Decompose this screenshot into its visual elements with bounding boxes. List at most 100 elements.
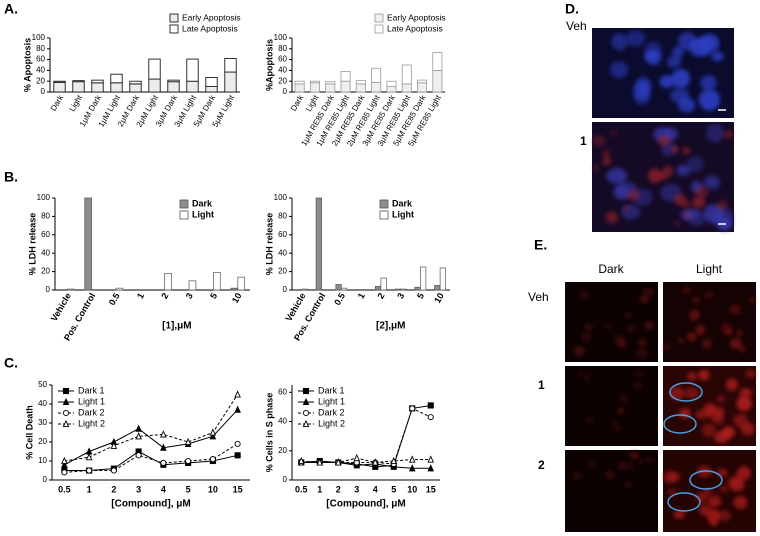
bar-segment bbox=[401, 64, 412, 85]
y-axis-label: % LDH release bbox=[27, 213, 37, 276]
cell bbox=[602, 150, 610, 158]
x-tick-label: 1 bbox=[135, 291, 146, 300]
point bbox=[110, 467, 117, 474]
bar-segment bbox=[224, 71, 237, 93]
x-axis-label: [2],μM bbox=[376, 321, 405, 332]
point bbox=[209, 428, 217, 436]
x-tick-label: 1 bbox=[87, 484, 92, 494]
cell bbox=[638, 459, 645, 465]
cell bbox=[605, 323, 612, 329]
cell bbox=[624, 481, 633, 489]
cell bbox=[701, 423, 717, 437]
cell bbox=[606, 168, 628, 184]
y-tick-label: 100 bbox=[274, 33, 288, 42]
y-tick-label: 0 bbox=[46, 285, 51, 294]
row-label: 1 bbox=[538, 378, 545, 392]
point bbox=[160, 430, 167, 438]
x-tick-label: 3 bbox=[184, 291, 195, 300]
bar-segment bbox=[110, 73, 123, 84]
bar-segment bbox=[355, 83, 366, 93]
cell bbox=[623, 205, 630, 213]
cell bbox=[617, 339, 628, 348]
y-tick-label: 50 bbox=[38, 380, 47, 389]
cell bbox=[740, 422, 755, 436]
micrograph bbox=[565, 366, 658, 446]
cell bbox=[625, 30, 646, 47]
cell bbox=[695, 492, 708, 503]
cell bbox=[700, 75, 717, 91]
y-tick-label: 40 bbox=[278, 66, 287, 75]
y-tick-label: 40 bbox=[278, 417, 287, 426]
bar-segment bbox=[53, 81, 66, 93]
cell bbox=[706, 508, 720, 523]
point bbox=[110, 441, 118, 449]
bar-segment bbox=[325, 83, 336, 93]
y-tick-label: 20 bbox=[41, 267, 50, 276]
line bbox=[301, 457, 431, 463]
cell bbox=[733, 495, 748, 510]
x-tick-label: 2 bbox=[336, 484, 341, 494]
cell bbox=[695, 324, 706, 336]
cell bbox=[684, 387, 700, 399]
bar-segment bbox=[371, 81, 382, 93]
bar bbox=[230, 287, 239, 291]
y-tick-label: 20 bbox=[278, 446, 287, 455]
bar-segment bbox=[417, 82, 428, 93]
legend-label: Dark bbox=[192, 198, 213, 208]
bar-segment bbox=[148, 58, 161, 80]
x-tick-label: 0.5 bbox=[58, 484, 71, 494]
cell bbox=[631, 451, 641, 459]
legend-swatch bbox=[169, 13, 179, 23]
x-axis-label: [Compound], μM bbox=[111, 499, 190, 510]
bar-segment bbox=[167, 81, 180, 93]
cell bbox=[676, 164, 691, 176]
legend-label: Dark bbox=[392, 198, 413, 208]
cell bbox=[663, 343, 670, 350]
cell bbox=[626, 189, 640, 201]
micrographs bbox=[565, 28, 756, 532]
y-tick-label: 40 bbox=[41, 248, 50, 257]
y-tick-label: 60 bbox=[278, 55, 287, 64]
y-tick-label: 60 bbox=[278, 230, 287, 239]
panel-label: D. bbox=[565, 1, 579, 17]
cell bbox=[694, 186, 709, 199]
bar-segment bbox=[110, 82, 123, 93]
cell bbox=[580, 332, 592, 342]
x-axis-label: [1],μM bbox=[162, 321, 191, 332]
x-tick-label: 15 bbox=[233, 484, 243, 494]
bar-segment bbox=[91, 79, 104, 84]
x-tick-label: 1 bbox=[317, 484, 322, 494]
legend-label: Light bbox=[192, 209, 214, 219]
cell bbox=[672, 46, 685, 58]
point bbox=[234, 452, 241, 459]
cell bbox=[604, 470, 615, 480]
point bbox=[408, 464, 416, 472]
point bbox=[184, 437, 192, 446]
cell bbox=[711, 51, 724, 62]
y-axis-label: % Apoptosis bbox=[22, 38, 32, 92]
cell bbox=[666, 55, 682, 68]
point bbox=[209, 456, 216, 463]
cell bbox=[739, 388, 753, 398]
bar bbox=[84, 197, 92, 291]
y-tick-label: 20 bbox=[278, 76, 287, 85]
cell bbox=[634, 91, 651, 105]
cell bbox=[701, 338, 712, 349]
legend-label: Light 2 bbox=[318, 418, 345, 428]
cell bbox=[674, 220, 681, 226]
panel-label: B. bbox=[4, 169, 18, 185]
bar bbox=[434, 285, 441, 291]
legend-label: Early Apoptosis bbox=[387, 12, 446, 22]
point bbox=[334, 458, 342, 466]
y-tick-label: 60 bbox=[41, 230, 50, 239]
cell bbox=[706, 123, 725, 143]
bar bbox=[315, 197, 322, 291]
y-tick-label: 0 bbox=[43, 475, 48, 484]
bar-segment bbox=[148, 78, 161, 93]
cell bbox=[713, 430, 729, 444]
legend-marker bbox=[62, 419, 70, 428]
row-label: 2 bbox=[538, 458, 545, 472]
cell bbox=[610, 420, 619, 428]
y-tick-label: 20 bbox=[278, 267, 287, 276]
point bbox=[409, 405, 416, 412]
